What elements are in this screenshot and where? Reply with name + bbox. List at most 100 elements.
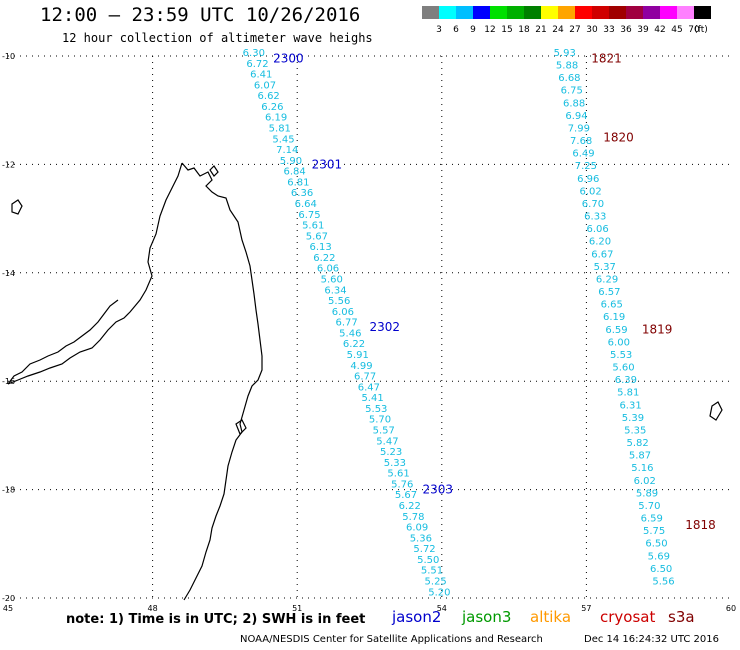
swh-value-jason2: 6.75 [298, 210, 320, 221]
swh-value-cryosat: 6.57 [598, 287, 620, 298]
legend-swatch [456, 6, 473, 19]
pass-time-label: 2303 [423, 483, 454, 497]
swh-value-cryosat: 5.56 [652, 576, 674, 587]
swh-value-cryosat: 6.39 [615, 375, 637, 386]
pass-time-label: 1821 [591, 52, 622, 66]
swh-value-jason2: 5.61 [387, 469, 409, 480]
swh-value-jason2: 6.07 [254, 80, 276, 91]
swh-value-cryosat: 5.37 [594, 262, 616, 273]
lon-tick-label: 48 [148, 604, 158, 613]
swh-value-jason2: 5.33 [384, 458, 406, 469]
footer-note: note: 1) Time is in UTC; 2) SWH is in fe… [66, 612, 366, 627]
swh-value-jason2: 5.60 [321, 275, 343, 286]
lat-lon-grid [8, 55, 731, 599]
legend-swatch [609, 6, 626, 19]
lat-tick-label: -14 [2, 269, 15, 278]
swh-value-jason2: 4.99 [350, 361, 372, 372]
legend-level-label: 70 [688, 25, 700, 35]
swh-value-cryosat: 7.68 [570, 136, 592, 147]
swh-value-cryosat: 5.53 [610, 350, 632, 361]
swh-value-jason2: 5.36 [410, 533, 432, 544]
swh-value-cryosat: 6.19 [603, 312, 625, 323]
legend-swatch [507, 6, 524, 19]
reunion-islet [709, 401, 723, 421]
swh-value-jason2: 5.61 [302, 221, 324, 232]
generation-timestamp: Dec 14 16:24:32 UTC 2016 [584, 634, 719, 645]
swh-value-cryosat: 5.87 [629, 451, 651, 462]
swh-value-jason2: 6.06 [332, 307, 354, 318]
map-subtitle: 12 hour collection of altimeter wave hei… [62, 31, 373, 45]
swh-value-cryosat: 6.02 [579, 186, 601, 197]
legend-swatch [677, 6, 694, 19]
swh-value-cryosat: 5.16 [631, 463, 653, 474]
swh-value-cryosat: 6.06 [587, 224, 609, 235]
lat-tick-label: -20 [2, 594, 15, 603]
swh-value-cryosat: 6.29 [596, 274, 618, 285]
swh-value-jason2: 6.06 [317, 264, 339, 275]
swh-value-jason2: 6.81 [287, 177, 309, 188]
legend-swatch [439, 6, 456, 19]
swh-value-jason2: 6.47 [358, 382, 380, 393]
swh-value-jason2: 6.84 [284, 167, 306, 178]
swh-value-cryosat: 6.59 [641, 514, 663, 525]
swh-value-jason2: 5.57 [373, 426, 395, 437]
swh-value-cryosat: 6.68 [558, 73, 580, 84]
swh-value-jason2: 5.91 [347, 350, 369, 361]
swh-value-jason2: 6.34 [324, 285, 346, 296]
map-title: 12:00 – 23:59 UTC 10/26/2016 [40, 4, 361, 26]
swh-value-jason2: 5.53 [365, 404, 387, 415]
swh-value-cryosat: 5.39 [622, 413, 644, 424]
pass-time-labels: 2300 2301 2302 2303 1821 1820 1819 1818 [273, 52, 716, 532]
legend-swatch [643, 6, 660, 19]
swh-value-jason2: 6.09 [406, 523, 428, 534]
swh-value-jason2: 5.23 [380, 447, 402, 458]
swh-value-cryosat: 5.60 [612, 363, 634, 374]
swh-value-cryosat: 5.93 [554, 48, 576, 59]
legend-level-label: 36 [620, 25, 632, 35]
swh-value-cryosat: 6.59 [605, 325, 627, 336]
lat-tick-label: -16 [2, 377, 15, 386]
swh-value-jason2: 6.62 [258, 91, 280, 102]
legend-jason3: jason3 [462, 608, 512, 626]
swh-value-cryosat: 5.35 [624, 425, 646, 436]
legend-level-label: 42 [654, 25, 665, 35]
legend-swatch [558, 6, 575, 19]
swh-value-jason2: 6.77 [335, 318, 357, 329]
swh-value-jason2: 6.22 [313, 253, 335, 264]
small-islet [209, 165, 219, 177]
legend-level-label: 12 [484, 25, 495, 35]
swh-value-jason2: 5.81 [269, 124, 291, 135]
swh-value-jason2: 6.64 [295, 199, 317, 210]
legend-jason2: jason2 [392, 608, 442, 626]
madagascar-northwest-coast [7, 162, 183, 385]
swh-value-jason2: 5.70 [369, 415, 391, 426]
swh-value-jason2: 5.50 [417, 555, 439, 566]
pass-time-label: 2301 [312, 157, 343, 171]
swh-value-jason2: 5.67 [306, 231, 328, 242]
swh-value-jason2: 5.72 [413, 544, 435, 555]
swh-value-cryosat: 6.50 [650, 564, 672, 575]
lat-tick-label: -10 [2, 52, 15, 61]
madagascar-coast [181, 162, 263, 601]
legend-level-label: 21 [535, 25, 546, 35]
legend-level-label: 18 [518, 25, 530, 35]
swh-value-cryosat: 6.50 [645, 539, 667, 550]
altimeter-tracks: 6.306.726.416.076.626.266.195.815.457.14… [243, 48, 675, 598]
lon-tick-label: 45 [3, 604, 13, 613]
legend-level-label: 30 [586, 25, 598, 35]
swh-value-jason2: 5.56 [328, 296, 350, 307]
swh-value-cryosat: 5.69 [648, 551, 670, 562]
legend-altika: altika [530, 608, 572, 626]
lat-tick-label: -18 [2, 486, 15, 495]
swh-value-cryosat: 6.20 [589, 237, 611, 248]
swh-value-jason2: 5.41 [361, 393, 383, 404]
coastline [7, 162, 723, 601]
swh-value-jason2: 6.19 [265, 113, 287, 124]
swh-value-cryosat: 5.82 [627, 438, 649, 449]
swh-value-cryosat: 5.70 [638, 501, 660, 512]
legend-swatch [524, 6, 541, 19]
color-scale-legend: 3 6 9 12 15 18 21 24 27 30 33 36 39 42 45 70(ft) [422, 6, 711, 35]
swh-value-jason2: 6.36 [291, 188, 313, 199]
nosy-be-island [11, 199, 23, 215]
legend-swatch [422, 6, 439, 19]
